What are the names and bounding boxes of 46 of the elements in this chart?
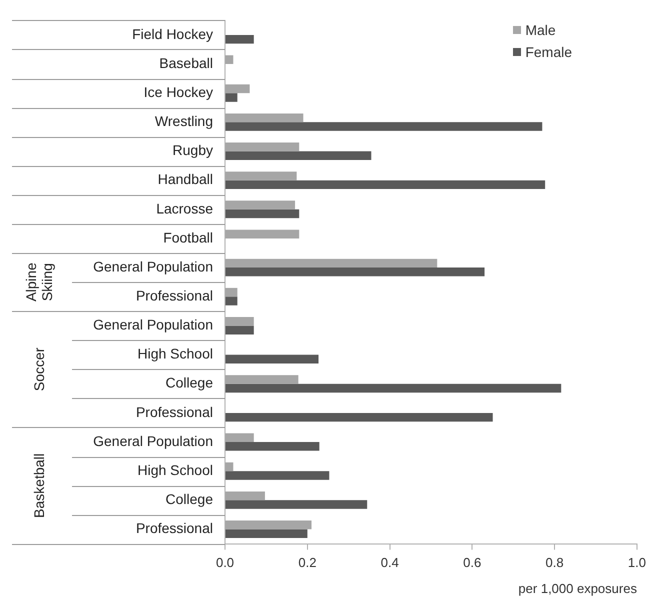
y-tick-label: Baseball — [159, 54, 213, 71]
text: Alpine Skiing — [22, 262, 55, 302]
y-tick-label: Professional — [136, 404, 213, 420]
bar — [226, 93, 238, 102]
bar — [226, 354, 319, 364]
y-tick-label: Professional — [136, 288, 213, 304]
x-tick-label: 0.8 — [546, 555, 564, 570]
text: Basketball — [30, 453, 47, 518]
y-tick-label: Lacrosse — [156, 200, 214, 216]
legend-label: Male — [525, 22, 556, 38]
x-axis-title: per 1,000 exposures — [518, 580, 638, 596]
bar — [226, 122, 542, 131]
y-tick-label: Football — [163, 229, 213, 246]
y-tick-label: General Population — [93, 316, 213, 333]
bar — [226, 529, 308, 538]
bar — [226, 209, 300, 218]
bar — [226, 500, 368, 509]
y-tick-label: High School — [138, 346, 213, 362]
y-tick-label: High School — [138, 462, 213, 478]
y-tick-label: Field Hockey — [132, 26, 213, 42]
y-tick-label: Rugby — [172, 142, 213, 158]
bar — [226, 268, 485, 276]
text: Soccer — [30, 347, 47, 392]
bar — [226, 442, 320, 451]
bar — [226, 34, 254, 44]
bar — [226, 180, 546, 190]
y-tick-label: General Population — [93, 432, 213, 449]
x-tick-label: 1.0 — [628, 555, 646, 570]
legend-label: Female — [525, 44, 572, 60]
y-tick-label: College — [166, 374, 214, 391]
bar — [226, 384, 562, 393]
y-tick-label: Wrestling — [154, 113, 213, 130]
x-tick-label: 0.2 — [298, 555, 316, 570]
bar — [226, 471, 330, 480]
x-tick-label: 0.4 — [380, 555, 399, 570]
bar — [226, 151, 372, 160]
y-tick-label: Ice Hockey — [144, 84, 213, 100]
y-tick-label: College — [166, 491, 214, 508]
y-tick-label: Handball — [158, 171, 213, 188]
bar — [226, 296, 238, 306]
y-tick-label: General Population — [93, 258, 213, 274]
x-tick-label: 0.6 — [463, 555, 482, 570]
bar — [226, 412, 493, 422]
bar — [226, 326, 254, 334]
y-tick-label: Professional — [136, 520, 213, 536]
x-tick-label: 0.0 — [216, 555, 234, 570]
